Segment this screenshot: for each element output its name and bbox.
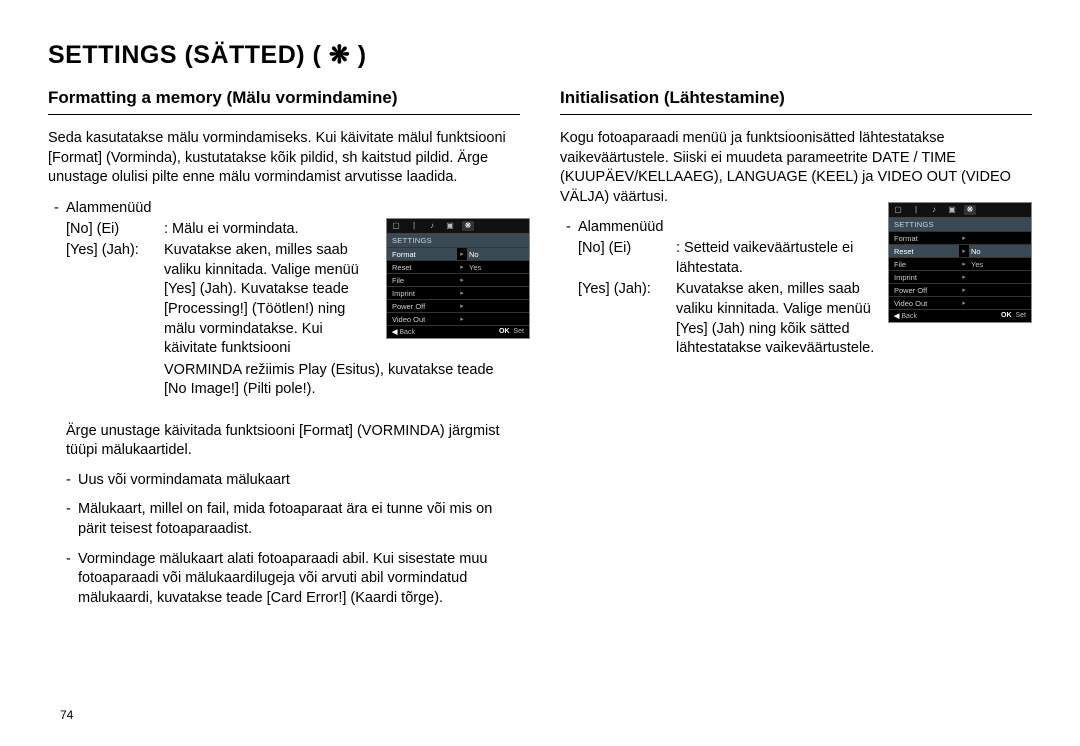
menu-tab-icon: ❋ (964, 205, 976, 215)
menu-row-value (969, 297, 1031, 309)
menu-row: Reset▸No (889, 244, 1031, 257)
page-number: 74 (60, 708, 73, 722)
left-column: Formatting a memory (Mälu vormindamine) … (48, 88, 520, 618)
menu-tab-icon: ▢ (390, 221, 402, 231)
chevron-right-icon: ▸ (959, 286, 969, 294)
menu-row-value (467, 274, 529, 286)
menu-header: SETTINGS (387, 234, 529, 247)
menu-row-value: Yes (467, 261, 529, 273)
chevron-right-icon: ▸ (457, 289, 467, 297)
menu-row-value (467, 287, 529, 299)
menu-row: Power Off▸ (387, 299, 529, 312)
menu-footer: ◀Back OK Set (889, 309, 1031, 322)
menu-tab-icon: ❋ (462, 221, 474, 231)
menu-row-label: Imprint (387, 287, 457, 299)
menu-row-label: Video Out (889, 297, 959, 309)
chevron-right-icon: ▸ (959, 273, 969, 281)
menu-row: Video Out▸ (387, 312, 529, 325)
menu-row: Imprint▸ (387, 286, 529, 299)
menu-row-label: Reset (889, 245, 959, 257)
menu-row-label: Video Out (387, 313, 457, 325)
menu-row-value (969, 232, 1031, 244)
chevron-right-icon: ▸ (457, 263, 467, 271)
chevron-right-icon: ▸ (959, 299, 969, 307)
menu-row: Format▸No (387, 247, 529, 260)
right-heading: Initialisation (Lähtestamine) (560, 88, 1032, 115)
menu-tab-icon: ▢ (892, 205, 904, 215)
left-opt-no-key: [No] (Ei) (66, 220, 164, 240)
right-column: Initialisation (Lähtestamine) Kogu fotoa… (560, 88, 1032, 618)
menu-row: Video Out▸ (889, 296, 1031, 309)
menu-row-label: Format (387, 248, 457, 260)
menu-row: Reset▸Yes (387, 260, 529, 273)
left-submenu-label: Alammenüüd (66, 200, 520, 216)
menu-row-label: Format (889, 232, 959, 244)
menu-row: Imprint▸ (889, 270, 1031, 283)
menu-footer-back: ◀Back (392, 328, 415, 336)
right-opt-yes-key: [Yes] (Jah): (578, 280, 676, 358)
right-intro: Kogu fotoaparaadi menüü ja funktsioonisä… (560, 129, 1032, 207)
menu-tab-icon: | (408, 221, 420, 231)
note-item: Vormindage mälukaart alati fotoaparaadi … (66, 550, 520, 609)
menu-footer-back: ◀Back (894, 312, 917, 320)
left-menu-screenshot: ▢|♪▣❋SETTINGSFormat▸NoReset▸YesFile▸Impr… (386, 218, 530, 339)
menu-row-label: Power Off (387, 300, 457, 312)
menu-header: SETTINGS (889, 218, 1031, 231)
menu-row-value (467, 313, 529, 325)
left-heading: Formatting a memory (Mälu vormindamine) (48, 88, 520, 115)
left-opt-yes-tail: VORMINDA režiimis Play (Esitus), kuvatak… (164, 361, 520, 400)
menu-tab-icon: ♪ (928, 205, 940, 215)
menu-row-value (467, 300, 529, 312)
menu-row: Format▸ (889, 231, 1031, 244)
page-title: SETTINGS (SÄTTED) ( ❋ ) (48, 40, 1032, 70)
menu-tab-icon: | (910, 205, 922, 215)
menu-tab-icon: ▣ (444, 221, 456, 231)
menu-row: File▸ (387, 273, 529, 286)
left-note-intro: Ärge unustage käivitada funktsiooni [For… (66, 422, 520, 461)
menu-footer-set: OK Set (499, 328, 524, 336)
menu-footer: ◀Back OK Set (387, 325, 529, 338)
left-notes: Ärge unustage käivitada funktsiooni [For… (48, 422, 520, 609)
left-opt-yes-key: [Yes] (Jah): (66, 241, 164, 358)
menu-row-label: File (889, 258, 959, 270)
chevron-right-icon: ▸ (457, 302, 467, 310)
menu-tab-icon: ▣ (946, 205, 958, 215)
menu-tab-icon: ♪ (426, 221, 438, 231)
menu-row-value: No (467, 248, 529, 260)
right-menu-screenshot: ▢|♪▣❋SETTINGSFormat▸Reset▸NoFile▸YesImpr… (888, 202, 1032, 323)
left-intro: Seda kasutatakse mälu vormindamiseks. Ku… (48, 129, 520, 188)
note-item: Mälukaart, millel on fail, mida fotoapar… (66, 500, 520, 539)
chevron-right-icon: ▸ (457, 315, 467, 323)
menu-row-value: Yes (969, 258, 1031, 270)
menu-row: File▸Yes (889, 257, 1031, 270)
chevron-right-icon: ▸ (457, 250, 467, 258)
menu-row-label: Power Off (889, 284, 959, 296)
menu-row-value: No (969, 245, 1031, 257)
menu-row-label: File (387, 274, 457, 286)
menu-row-value (969, 271, 1031, 283)
menu-footer-set: OK Set (1001, 312, 1026, 320)
chevron-right-icon: ▸ (959, 234, 969, 242)
menu-row-label: Imprint (889, 271, 959, 283)
note-item: Uus või vormindamata mälukaart (66, 471, 520, 491)
right-opt-no-key: [No] (Ei) (578, 239, 676, 278)
chevron-right-icon: ▸ (457, 276, 467, 284)
menu-row-label: Reset (387, 261, 457, 273)
menu-row: Power Off▸ (889, 283, 1031, 296)
menu-row-value (969, 284, 1031, 296)
chevron-right-icon: ▸ (959, 247, 969, 255)
chevron-right-icon: ▸ (959, 260, 969, 268)
